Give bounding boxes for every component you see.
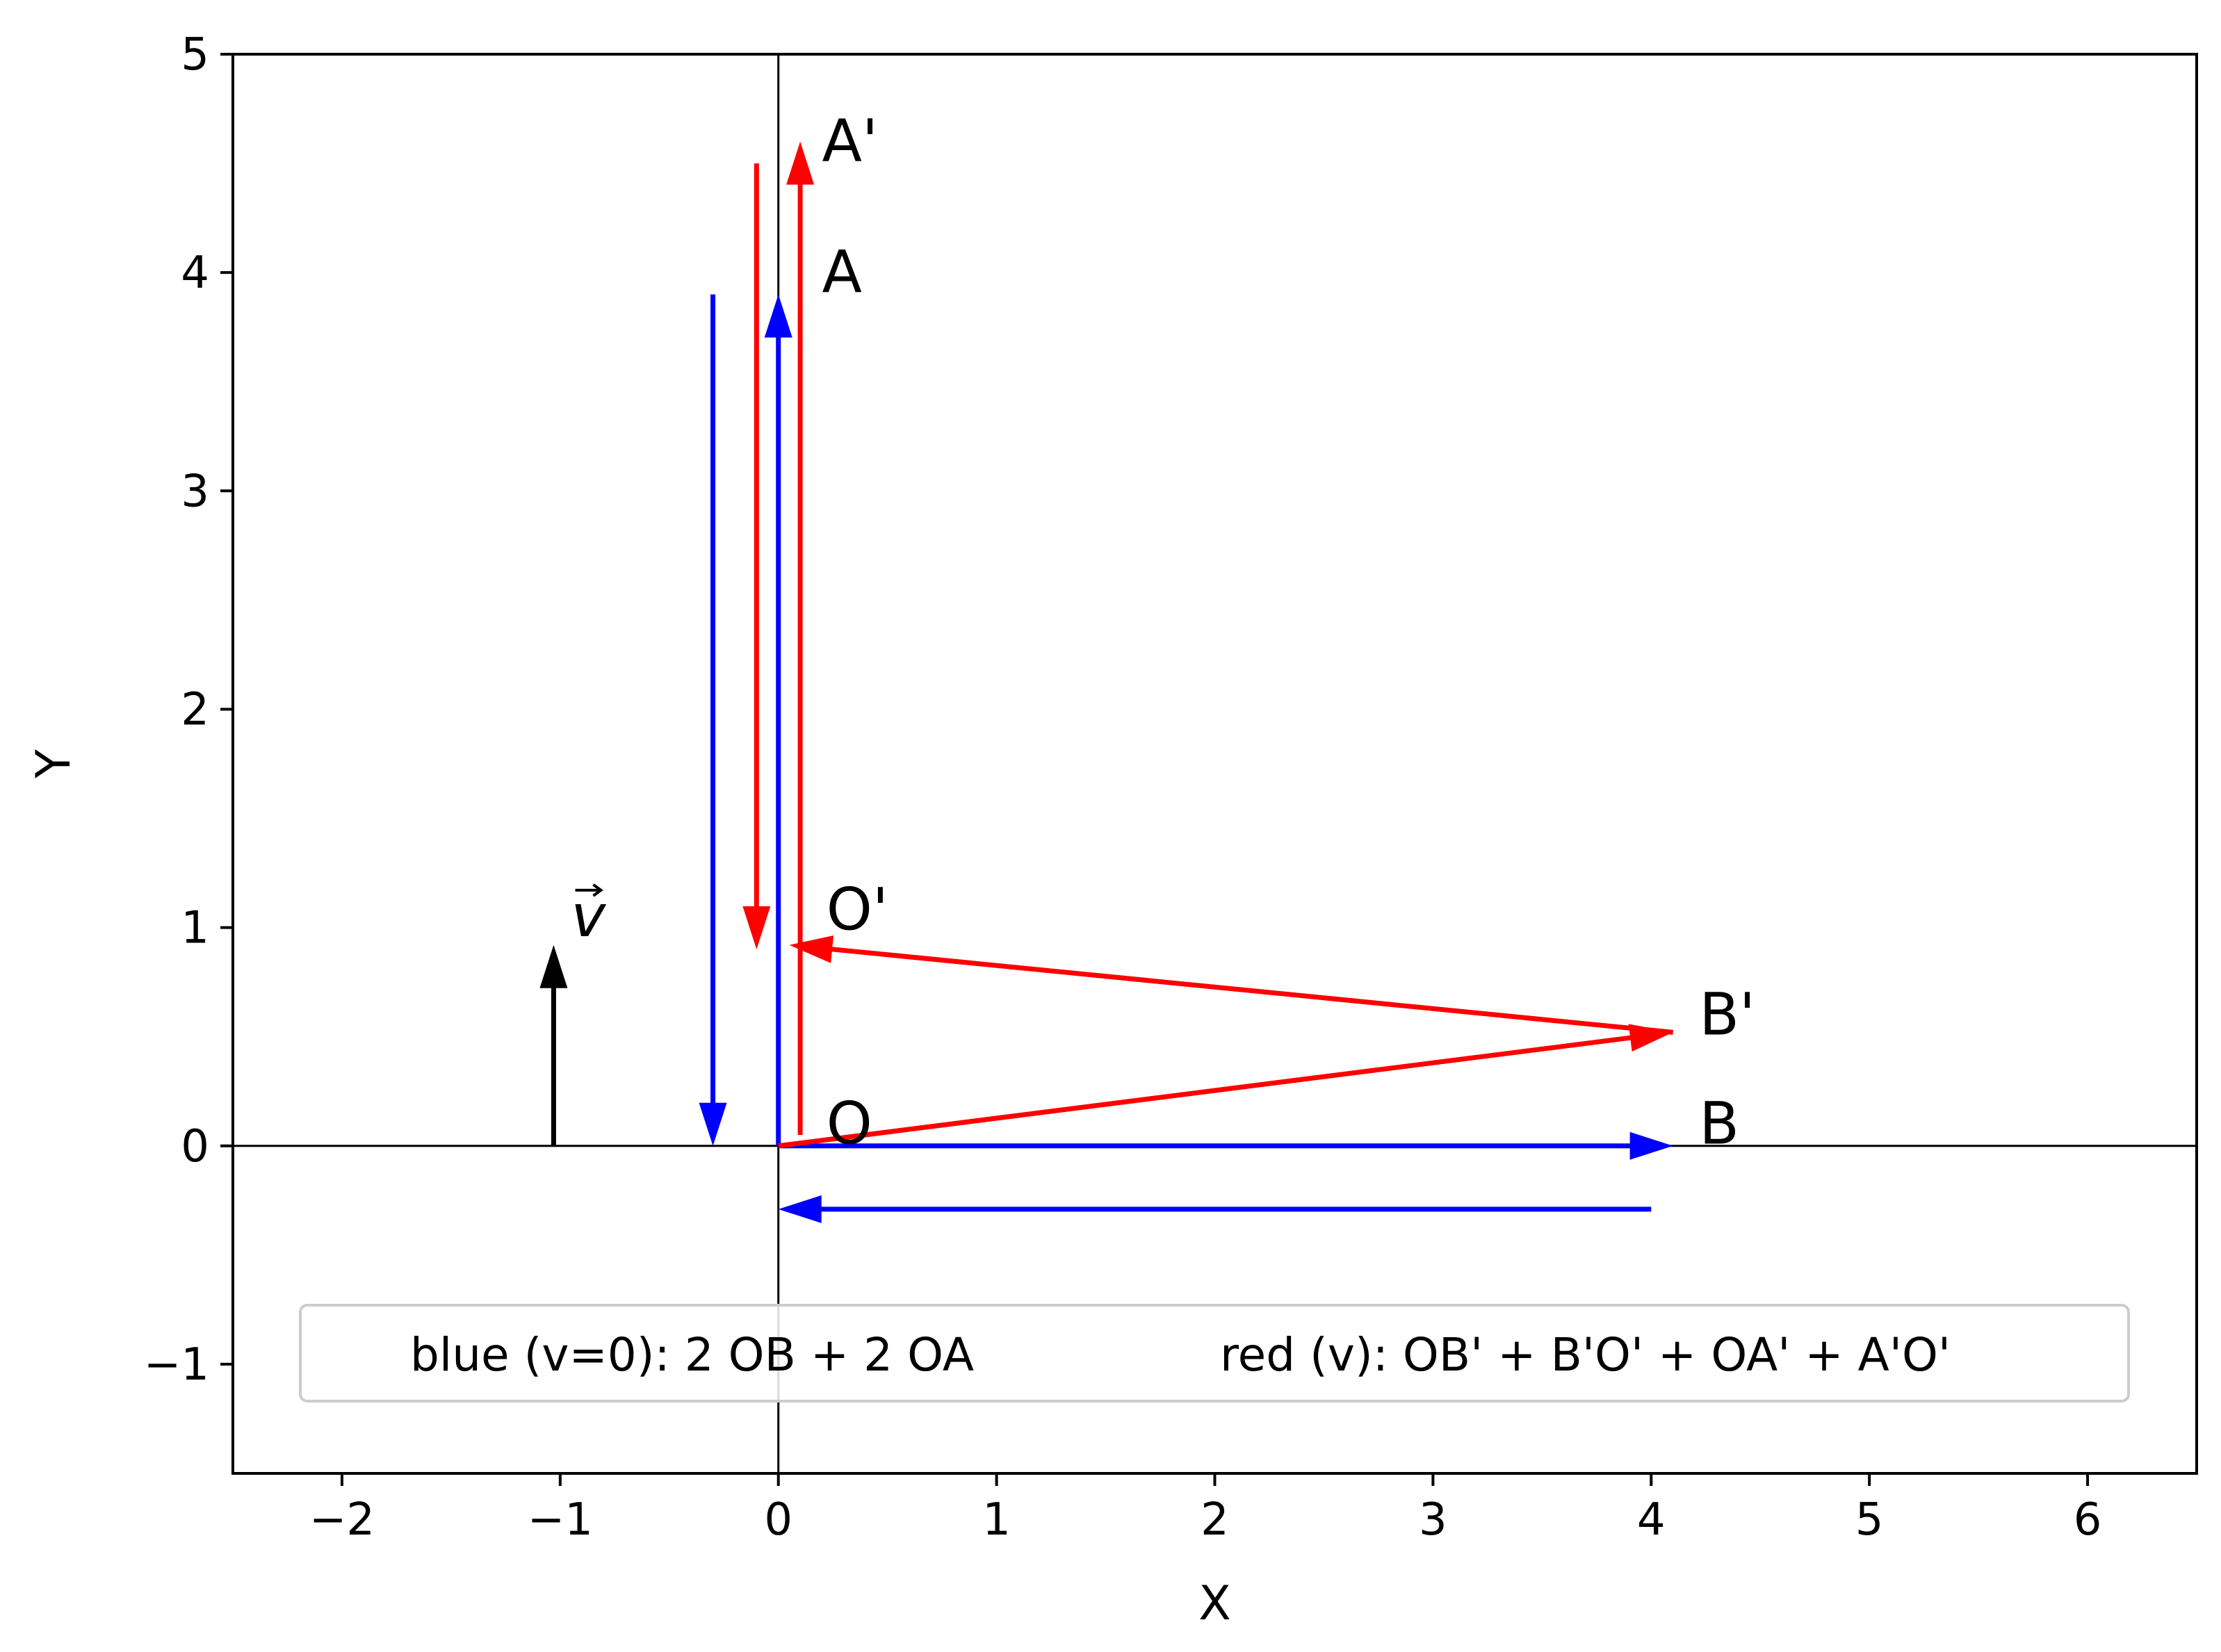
vector-accent-head <box>592 883 603 897</box>
blue-arrow-4 <box>699 294 727 1146</box>
black-arrow-head <box>539 944 568 988</box>
legend-entry-red: red (v): OB' + B'O' + OA' + A'O' <box>1220 1328 1951 1382</box>
point-label-A: A <box>822 238 862 306</box>
red-arrow-2 <box>789 935 1674 1035</box>
y-tick-label: 5 <box>181 29 209 81</box>
point-label-B: B <box>1699 1089 1739 1157</box>
black-arrow-1 <box>539 944 568 1146</box>
legend-entry-blue: blue (v=0): 2 OB + 2 OA <box>410 1328 974 1382</box>
blue-arrow-head <box>699 1102 727 1146</box>
point-label-B-prime: B' <box>1699 980 1755 1048</box>
arrow-layer <box>539 141 1674 1223</box>
blue-arrow-head <box>778 1195 822 1223</box>
x-tick-label: −1 <box>528 1494 593 1546</box>
red-arrow-head <box>789 935 834 963</box>
y-tick-label: 4 <box>181 247 209 299</box>
y-tick-label: 1 <box>181 903 209 954</box>
red-arrow-head <box>742 906 771 950</box>
legend: blue (v=0): 2 OB + 2 OA red (v): OB' + B… <box>299 1304 2130 1402</box>
point-labels: A' A O' B' O Bv <box>571 107 1756 1158</box>
x-tick-label: −2 <box>309 1494 375 1546</box>
point-label-O: O <box>827 1089 872 1157</box>
red-arrow-4 <box>742 163 771 950</box>
y-tick-label: 2 <box>181 684 209 735</box>
x-axis-ticks: −2 −1 0 1 2 3 4 5 6 <box>309 1473 2102 1546</box>
point-label-O-prime: O' <box>827 875 888 943</box>
red-arrow-shaft <box>829 946 1674 1035</box>
red-arrow-3 <box>786 141 815 1136</box>
x-axis-title: X <box>1198 1576 1231 1631</box>
blue-arrow-3 <box>764 294 792 1146</box>
x-tick-label: 3 <box>1419 1494 1447 1546</box>
x-tick-label: 4 <box>1637 1494 1666 1546</box>
y-axis-ticks: −1 0 1 2 3 4 5 <box>144 29 233 1391</box>
point-label-v: v <box>571 882 607 950</box>
point-label-A-prime: A' <box>822 107 879 175</box>
y-axis-title: Y <box>26 749 81 779</box>
x-tick-label: 0 <box>764 1494 792 1546</box>
y-tick-label: 3 <box>181 466 209 517</box>
blue-arrow-1 <box>778 1131 1673 1160</box>
blue-arrow-head <box>764 294 792 338</box>
blue-arrow-head <box>1629 1131 1673 1160</box>
x-tick-label: 6 <box>2074 1494 2102 1546</box>
x-tick-label: 5 <box>1855 1494 1884 1546</box>
red-arrow-head <box>786 141 815 185</box>
blue-arrow-2 <box>778 1195 1652 1223</box>
legend-box <box>299 1304 2130 1402</box>
red-arrow-shaft <box>778 1035 1634 1149</box>
y-tick-label: −1 <box>144 1339 209 1391</box>
x-tick-label: 2 <box>1201 1494 1229 1546</box>
x-tick-label: 1 <box>982 1494 1011 1546</box>
y-tick-label: 0 <box>181 1121 209 1172</box>
